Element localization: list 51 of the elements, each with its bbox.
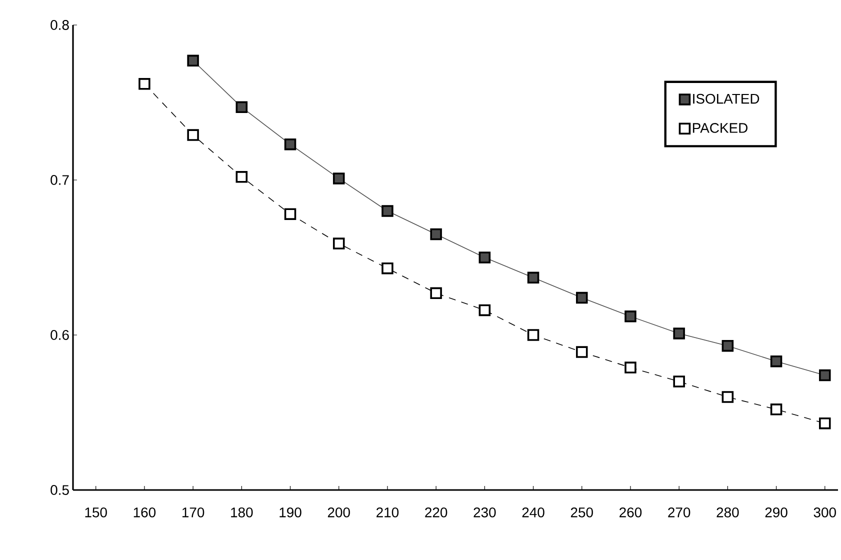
point: [332, 172, 345, 184]
point: [382, 205, 394, 217]
x-tick-label: 160: [134, 507, 156, 518]
point: [284, 138, 296, 150]
x-tick-label: 240: [522, 507, 544, 518]
point: [430, 228, 442, 240]
point: [236, 171, 248, 183]
x-tick-label: 170: [182, 507, 204, 518]
y-tick-label: 0.8: [50, 20, 69, 30]
point: [187, 129, 199, 141]
x-tick-label: 150: [85, 507, 107, 518]
point: [722, 340, 734, 352]
x-tick-label: 280: [716, 507, 739, 518]
x-tick-label: 260: [620, 507, 642, 518]
x-tick-label: 220: [425, 507, 448, 518]
point: [673, 376, 685, 388]
point: [284, 208, 296, 220]
point: [722, 391, 734, 403]
point: [624, 310, 636, 322]
legend-label: ISOLATED: [693, 94, 760, 104]
x-tick-label: 230: [474, 507, 496, 518]
point: [770, 404, 782, 416]
point: [332, 238, 345, 250]
x-tick-label: 270: [668, 507, 690, 518]
point: [236, 101, 248, 114]
point: [430, 287, 442, 300]
y-tick-label: 0.6: [50, 330, 69, 340]
y-tick-label: 0.7: [50, 175, 69, 185]
y-tick-label: 0.5: [50, 485, 69, 495]
x-tick-label: 190: [280, 507, 302, 518]
x-tick-label: 300: [814, 507, 836, 518]
point: [819, 369, 831, 382]
x-tick-label: 210: [376, 507, 399, 518]
x-tick-label: 200: [328, 507, 350, 518]
point: [138, 78, 150, 90]
point: [527, 329, 540, 341]
point: [478, 252, 491, 264]
legend-label: PACKED: [692, 123, 748, 133]
x-tick-label: 290: [765, 507, 788, 518]
point: [478, 304, 491, 316]
point: [187, 54, 199, 67]
point: [382, 262, 394, 274]
point: [576, 346, 588, 358]
point: [770, 355, 782, 368]
point: [576, 292, 588, 304]
point: [527, 272, 540, 284]
point: [624, 362, 636, 374]
x-tick-label: 180: [231, 507, 253, 518]
x-tick-label: 250: [570, 507, 593, 518]
point: [819, 417, 831, 430]
point: [673, 328, 685, 340]
